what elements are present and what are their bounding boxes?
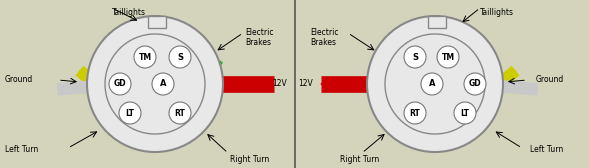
- Polygon shape: [506, 71, 515, 80]
- Circle shape: [404, 102, 426, 124]
- Text: RT: RT: [174, 109, 186, 117]
- Circle shape: [404, 46, 426, 68]
- Circle shape: [105, 34, 205, 134]
- Text: Electric
Brakes: Electric Brakes: [310, 28, 339, 47]
- Text: TM: TM: [138, 52, 151, 61]
- Text: 12V: 12V: [298, 78, 313, 88]
- Polygon shape: [57, 84, 65, 94]
- Circle shape: [454, 102, 476, 124]
- Text: Ground: Ground: [536, 75, 564, 85]
- Polygon shape: [530, 84, 538, 94]
- Text: A: A: [160, 79, 166, 89]
- Polygon shape: [121, 107, 131, 116]
- Circle shape: [385, 34, 485, 134]
- Circle shape: [169, 46, 191, 68]
- Text: LT: LT: [125, 109, 134, 117]
- Polygon shape: [266, 79, 274, 89]
- Circle shape: [119, 102, 141, 124]
- Text: GD: GD: [114, 79, 126, 89]
- Text: 12V: 12V: [272, 78, 287, 88]
- Polygon shape: [380, 98, 389, 107]
- Bar: [428, 16, 446, 28]
- Text: Electric
Brakes: Electric Brakes: [245, 28, 273, 47]
- Text: Right Turn: Right Turn: [340, 155, 379, 164]
- Circle shape: [109, 73, 131, 95]
- Circle shape: [169, 102, 191, 124]
- Circle shape: [134, 46, 156, 68]
- Polygon shape: [377, 59, 386, 68]
- Bar: [148, 16, 166, 28]
- Polygon shape: [462, 107, 472, 116]
- Text: Taillights: Taillights: [112, 8, 146, 17]
- Circle shape: [367, 16, 503, 152]
- Text: GD: GD: [469, 79, 481, 89]
- Text: Left Turn: Left Turn: [5, 145, 38, 154]
- Circle shape: [152, 73, 174, 95]
- Text: RT: RT: [409, 109, 421, 117]
- Text: LT: LT: [461, 109, 469, 117]
- Text: S: S: [412, 52, 418, 61]
- Polygon shape: [80, 71, 89, 80]
- Text: Left Turn: Left Turn: [530, 145, 563, 154]
- Circle shape: [437, 46, 459, 68]
- Polygon shape: [209, 59, 218, 68]
- Polygon shape: [206, 98, 215, 107]
- Circle shape: [421, 73, 443, 95]
- Text: Taillights: Taillights: [480, 8, 514, 17]
- Circle shape: [464, 73, 486, 95]
- Text: S: S: [177, 52, 183, 61]
- Polygon shape: [321, 79, 329, 89]
- Text: TM: TM: [441, 52, 455, 61]
- Text: A: A: [429, 79, 435, 89]
- Text: Right Turn: Right Turn: [230, 155, 269, 164]
- Text: Ground: Ground: [5, 75, 33, 85]
- Circle shape: [87, 16, 223, 152]
